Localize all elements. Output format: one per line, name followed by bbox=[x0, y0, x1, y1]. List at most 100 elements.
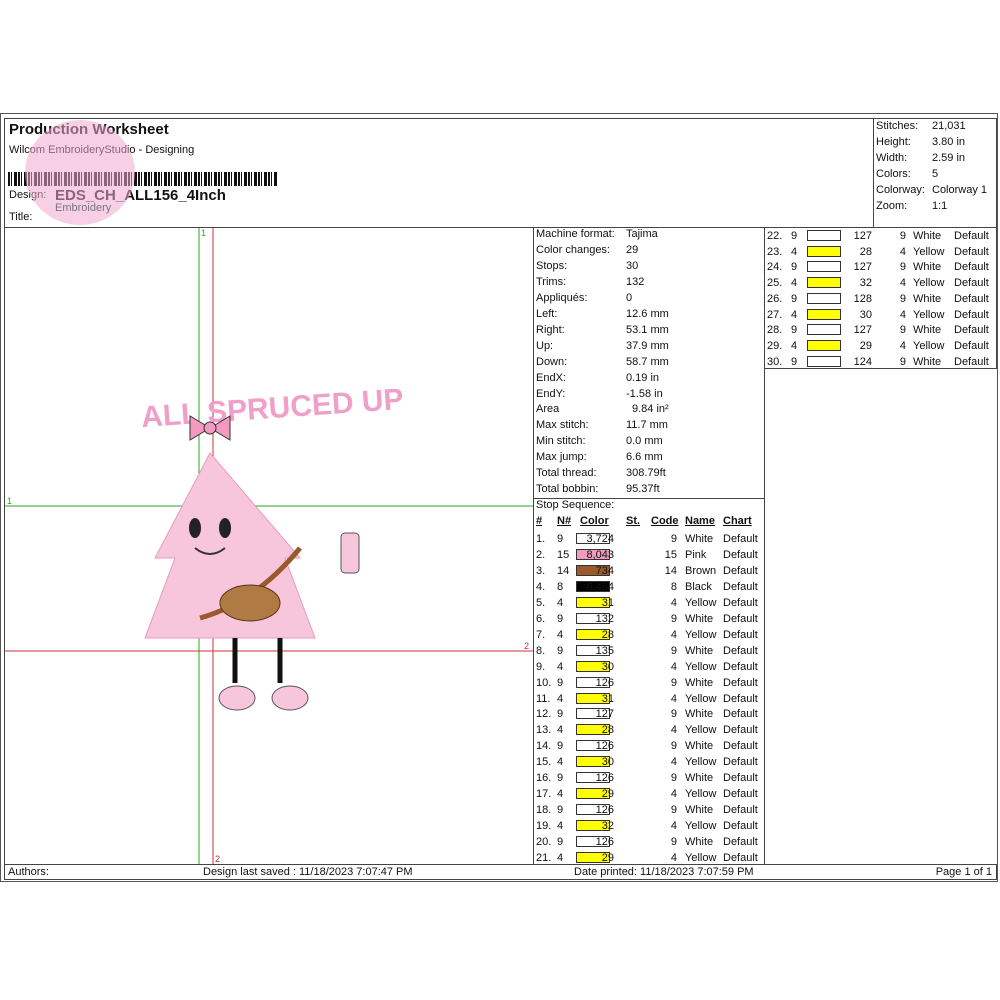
stop-number: 25. bbox=[767, 277, 783, 290]
table-row: 24. 9 127 9 White Default bbox=[765, 259, 995, 275]
detail-label: Max stitch: bbox=[536, 419, 589, 432]
color-swatch bbox=[576, 820, 610, 832]
color-name: White bbox=[685, 804, 714, 817]
table-row: 23. 4 28 4 Yellow Default bbox=[765, 244, 995, 260]
detail-value: 9.84 in² bbox=[632, 403, 669, 416]
detail-value: 0.19 in bbox=[626, 371, 660, 384]
needle-number: 4 bbox=[557, 692, 564, 705]
table-row: 26. 9 128 9 White Default bbox=[765, 291, 995, 307]
color-code: 9 bbox=[899, 261, 906, 274]
color-name: Yellow bbox=[913, 339, 945, 352]
chart-name: Default bbox=[954, 261, 989, 274]
stitch-count: 135 bbox=[595, 644, 614, 657]
stop-number: 6. bbox=[536, 612, 546, 625]
color-name: White bbox=[685, 836, 714, 849]
stop-number: 14. bbox=[536, 740, 552, 753]
color-swatch bbox=[807, 245, 841, 257]
color-swatch bbox=[576, 804, 610, 816]
color-name: Yellow bbox=[685, 756, 717, 769]
needle-number: 9 bbox=[557, 644, 564, 657]
detail-value: Tajima bbox=[626, 228, 658, 240]
detail-label: Down: bbox=[536, 355, 568, 368]
detail-label: Up: bbox=[536, 339, 554, 352]
color-code: 4 bbox=[670, 756, 677, 769]
chart-name: Default bbox=[954, 230, 989, 242]
stop-number: 27. bbox=[767, 308, 783, 321]
design-preview: 1 1 2 2 ALL SPRUCED UP bbox=[4, 227, 534, 865]
color-swatch bbox=[576, 692, 610, 704]
stitch-count: 29 bbox=[859, 339, 872, 352]
color-name: White bbox=[913, 261, 942, 274]
axis-mark: 2 bbox=[524, 641, 529, 651]
summary-value: 1:1 bbox=[932, 200, 948, 212]
needle-number: 9 bbox=[791, 355, 798, 368]
needle-number: 9 bbox=[557, 708, 564, 721]
stitch-count: 30 bbox=[601, 756, 614, 769]
needle-number: 9 bbox=[557, 533, 564, 545]
color-name: Black bbox=[685, 580, 712, 593]
footer: Authors: Design last saved : 11/18/2023 … bbox=[4, 864, 997, 880]
table-row: 11. 4 31 4 Yellow Default bbox=[534, 691, 764, 707]
table-row: 22. 9 127 9 White Default bbox=[765, 228, 995, 244]
stitch-count: 126 bbox=[595, 804, 614, 817]
color-swatch bbox=[807, 277, 841, 289]
color-name: Yellow bbox=[685, 660, 717, 673]
color-swatch bbox=[807, 230, 841, 241]
stop-number: 3. bbox=[536, 564, 546, 577]
column-header-st: St. bbox=[626, 515, 641, 527]
detail-value: -1.58 in bbox=[626, 387, 663, 400]
summary-label: Height: bbox=[876, 136, 911, 148]
table-row: 6. 9 132 9 White Default bbox=[534, 611, 764, 627]
chart-name: Default bbox=[723, 820, 758, 833]
table-row: 28. 9 127 9 White Default bbox=[765, 322, 995, 338]
table-row: 15. 4 30 4 Yellow Default bbox=[534, 754, 764, 770]
stop-number: 4. bbox=[536, 580, 546, 593]
summary-label: Zoom: bbox=[876, 200, 908, 212]
detail-label: Min stitch: bbox=[536, 435, 586, 448]
stop-number: 13. bbox=[536, 724, 552, 737]
stop-number: 20. bbox=[536, 836, 552, 849]
detail-value: 53.1 mm bbox=[626, 323, 669, 336]
stop-number: 15. bbox=[536, 756, 552, 769]
summary-value: 21,031 bbox=[932, 120, 966, 132]
color-code: 4 bbox=[670, 692, 677, 705]
stop-number: 28. bbox=[767, 324, 783, 337]
summary-value: 5 bbox=[932, 168, 939, 180]
color-code: 4 bbox=[899, 308, 906, 321]
stop-number: 29. bbox=[767, 339, 783, 352]
needle-number: 9 bbox=[791, 292, 798, 305]
needle-number: 8 bbox=[557, 580, 564, 593]
color-code: 4 bbox=[899, 277, 906, 290]
color-swatch bbox=[576, 676, 610, 688]
stitch-count: 128 bbox=[853, 292, 872, 305]
chart-name: Default bbox=[954, 339, 989, 352]
color-name: Yellow bbox=[685, 628, 717, 641]
color-swatch bbox=[576, 852, 610, 863]
color-swatch bbox=[576, 708, 610, 720]
color-code: 9 bbox=[899, 355, 906, 368]
color-code: 9 bbox=[670, 612, 677, 625]
stitch-count: 30 bbox=[601, 660, 614, 673]
table-row: 7. 4 28 4 Yellow Default bbox=[534, 627, 764, 643]
color-code: 9 bbox=[670, 644, 677, 657]
color-name: Yellow bbox=[913, 308, 945, 321]
table-row: 29. 4 29 4 Yellow Default bbox=[765, 338, 995, 354]
stop-number: 22. bbox=[767, 230, 783, 242]
chart-name: Default bbox=[954, 277, 989, 290]
color-name: White bbox=[685, 772, 714, 785]
stop-number: 8. bbox=[536, 644, 546, 657]
table-row: 2. 15 8,043 15 Pink Default bbox=[534, 547, 764, 563]
table-row: 16. 9 126 9 White Default bbox=[534, 770, 764, 786]
column-header-name: Name bbox=[685, 515, 715, 527]
color-name: Pink bbox=[685, 548, 707, 561]
color-name: White bbox=[913, 355, 942, 368]
chart-name: Default bbox=[723, 596, 758, 609]
stop-number: 30. bbox=[767, 355, 783, 368]
color-swatch bbox=[807, 355, 841, 367]
detail-value: 30 bbox=[626, 259, 639, 272]
color-swatch bbox=[576, 580, 610, 592]
table-row: 19. 4 32 4 Yellow Default bbox=[534, 818, 764, 834]
color-swatch bbox=[576, 533, 610, 544]
stitch-count: 29 bbox=[601, 852, 614, 864]
stop-number: 10. bbox=[536, 676, 552, 689]
